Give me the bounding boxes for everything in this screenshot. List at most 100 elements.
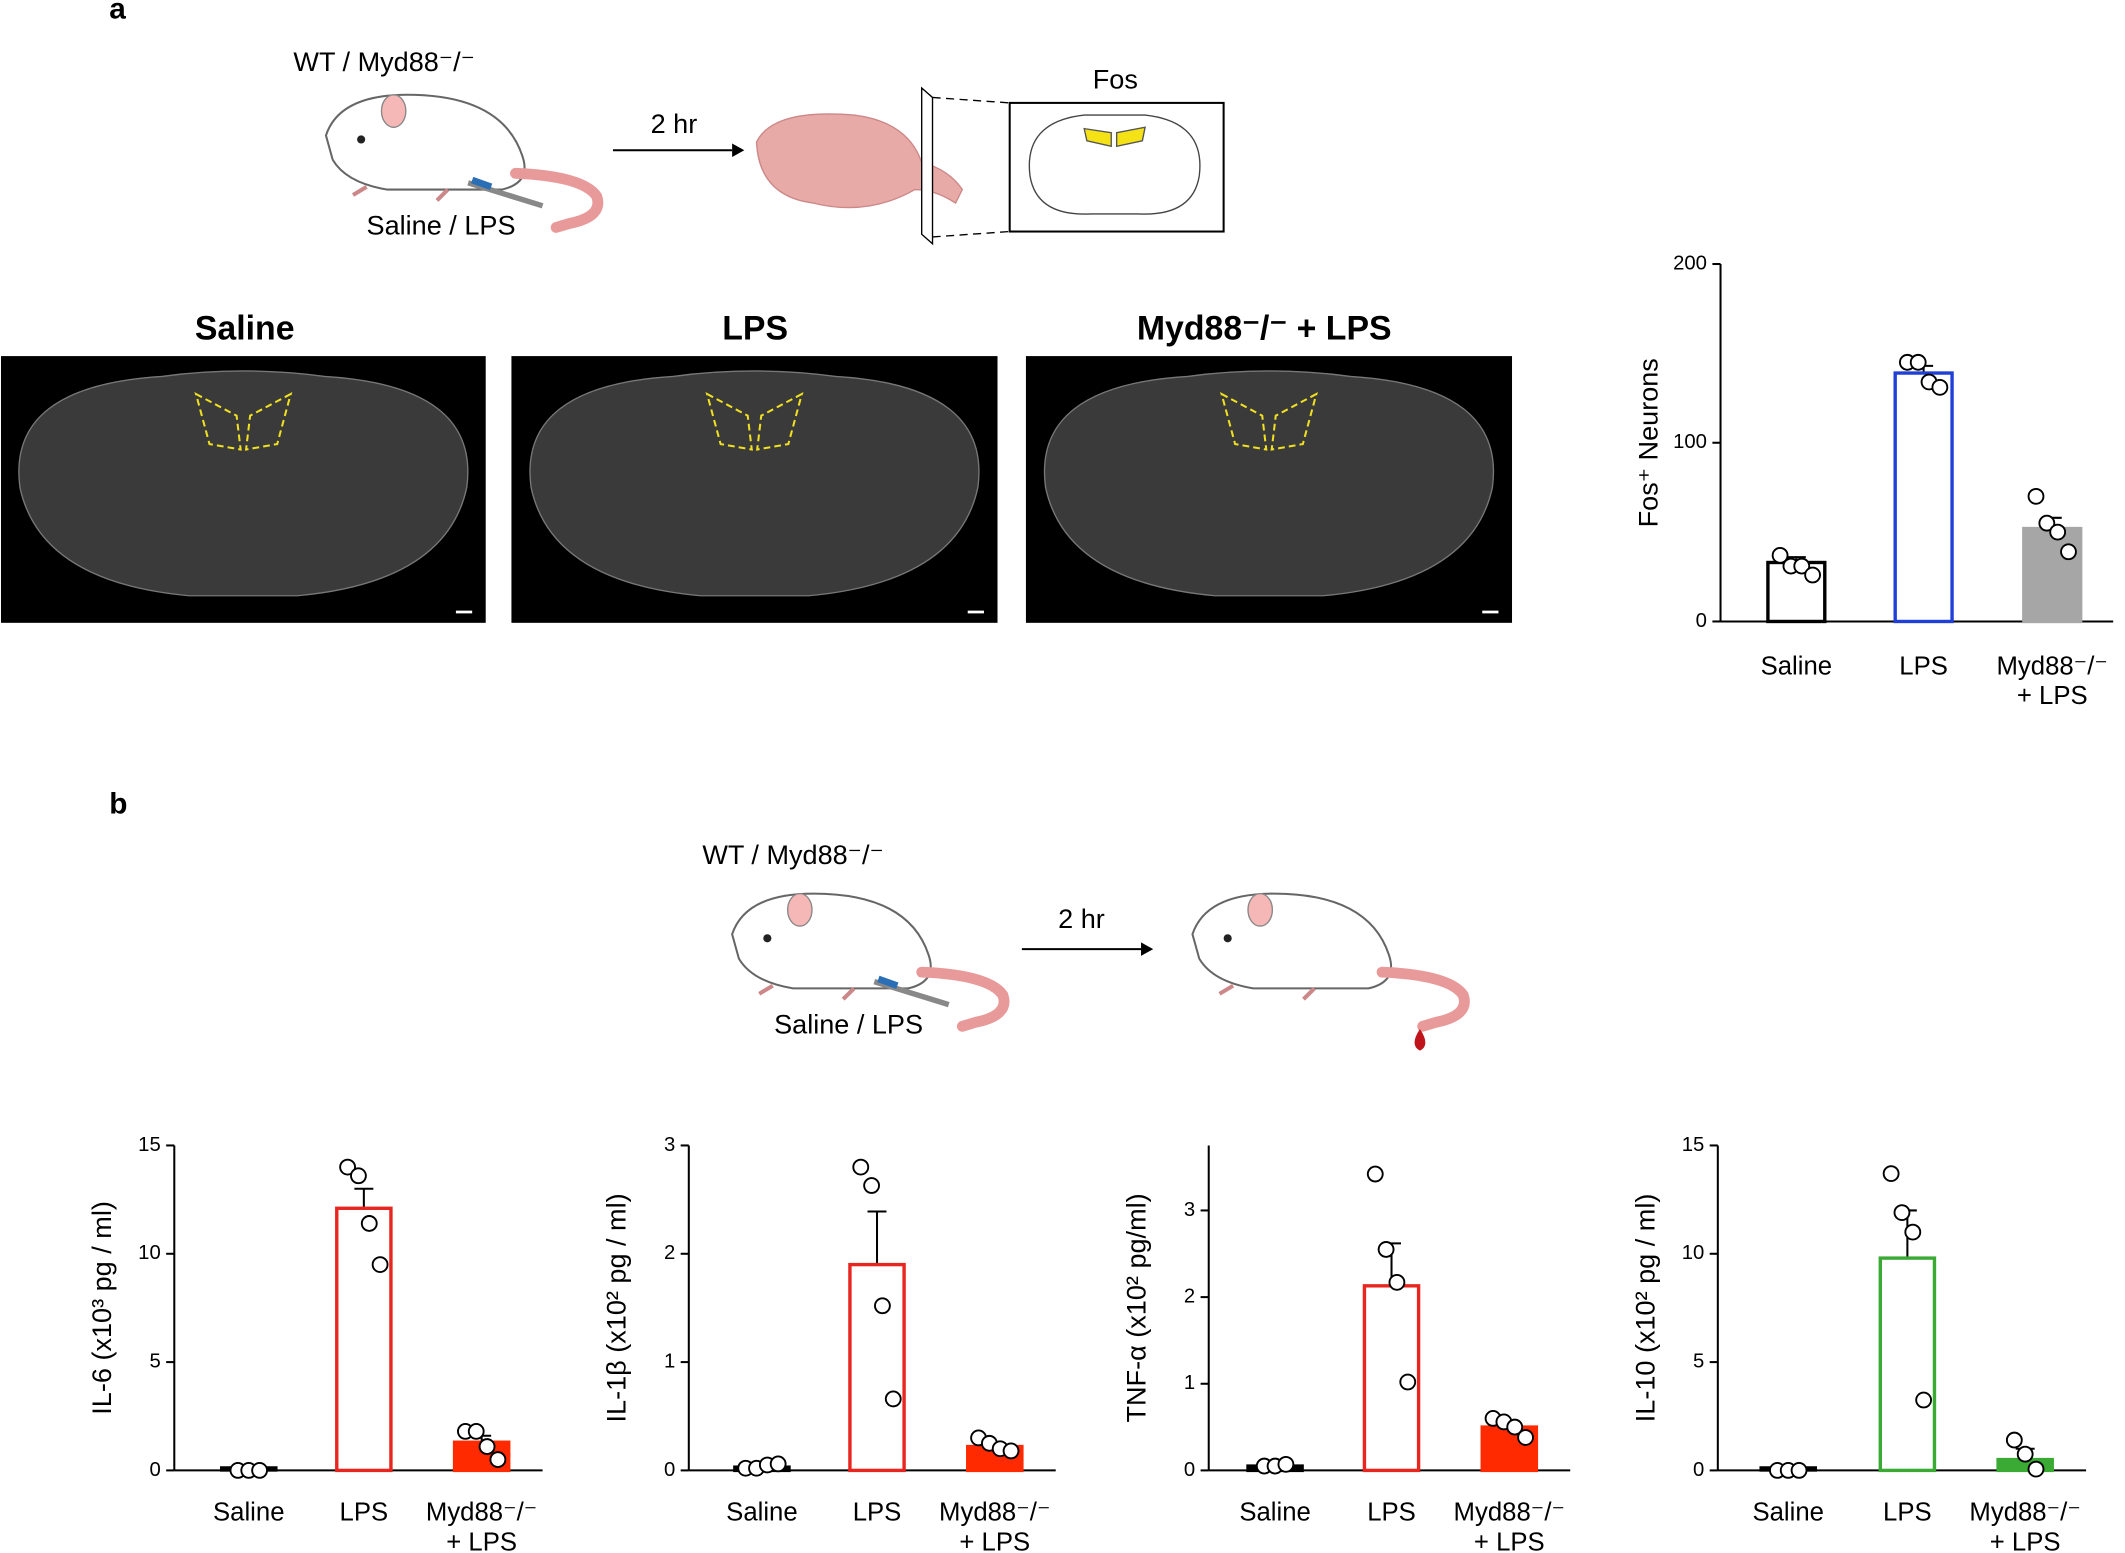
y-tick-label: 15 — [138, 1134, 161, 1156]
section-box — [1008, 101, 1225, 233]
y-tick-label: 0 — [1693, 1459, 1704, 1481]
y-axis-label: IL-6 (x10³ pg / ml) — [86, 1201, 117, 1415]
y-tick-label: 0 — [1696, 610, 1707, 632]
data-point — [769, 1455, 787, 1473]
y-tick-label: 3 — [664, 1134, 675, 1156]
data-point — [1771, 546, 1789, 564]
genotype-label: WT / Myd88⁻/⁻ — [702, 839, 883, 870]
x-tick-label: Myd88⁻/⁻ — [939, 1499, 1050, 1527]
data-point — [1909, 353, 1927, 371]
data-point — [863, 1177, 880, 1194]
x-tick-label: Saline — [213, 1499, 284, 1527]
data-point — [1893, 1204, 1911, 1222]
y-tick-label: 3 — [1184, 1199, 1195, 1221]
zoom-line — [932, 230, 1010, 238]
y-axis-label: Fos⁺ Neurons — [1632, 358, 1663, 527]
brain-section — [18, 370, 469, 597]
y-tick-label: 15 — [1682, 1134, 1705, 1156]
data-point — [1388, 1273, 1406, 1291]
y-tick-label: 0 — [1184, 1459, 1195, 1481]
y-tick-label: 1 — [664, 1350, 675, 1372]
data-point — [884, 1390, 902, 1408]
data-point — [360, 1215, 378, 1232]
x-tick-label: Saline — [1752, 1499, 1823, 1527]
panel-label: a — [109, 0, 126, 26]
data-point — [1915, 1391, 1933, 1409]
mouse-illustration — [326, 95, 598, 228]
y-tick-label: 2 — [664, 1242, 675, 1264]
micrograph-title: LPS — [722, 309, 788, 347]
x-tick-label: + LPS — [1990, 1528, 2061, 1553]
y-tick-label: 2 — [1184, 1285, 1195, 1307]
bar — [2022, 526, 2083, 624]
data-point — [852, 1158, 870, 1176]
data-point — [489, 1451, 507, 1468]
time-label: 2 hr — [1058, 903, 1105, 934]
brain-section — [1043, 370, 1495, 597]
treatment-label: Saline / LPS — [774, 1008, 923, 1039]
data-point — [478, 1438, 496, 1455]
y-tick-label: 0 — [149, 1459, 160, 1481]
syringe-barrel — [471, 176, 493, 191]
y-tick-label: 1 — [1184, 1372, 1195, 1394]
x-tick-label: Myd88⁻/⁻ — [1454, 1499, 1566, 1527]
region-highlight — [1083, 126, 1146, 148]
data-point — [1377, 1241, 1395, 1258]
arrow-head — [1141, 942, 1154, 956]
time-label: 2 hr — [651, 108, 698, 139]
roi-outline — [1219, 392, 1318, 451]
data-point — [2038, 514, 2056, 532]
data-point — [2027, 1460, 2045, 1478]
y-tick-label: 200 — [1673, 252, 1707, 274]
bar — [1893, 371, 1954, 624]
data-point — [1366, 1165, 1384, 1183]
x-tick-label: + LPS — [959, 1528, 1030, 1553]
y-tick-label: 0 — [664, 1459, 675, 1481]
x-tick-label: Saline — [1239, 1499, 1311, 1527]
data-point — [2016, 1445, 2034, 1463]
y-tick-label: 5 — [149, 1350, 160, 1372]
data-point — [1882, 1165, 1900, 1183]
y-axis-label: TNF-α (x10² pg/ml) — [1120, 1193, 1151, 1422]
data-point — [339, 1158, 357, 1176]
brain-section — [529, 370, 980, 597]
y-tick-label: 10 — [138, 1242, 161, 1264]
data-point — [1904, 1223, 1922, 1241]
data-point — [1793, 557, 1811, 575]
data-point — [1517, 1429, 1534, 1446]
brain-illustration — [755, 113, 964, 209]
data-point — [874, 1297, 891, 1315]
blood-drop — [1414, 1029, 1426, 1051]
bar — [335, 1206, 393, 1473]
data-point — [2060, 543, 2077, 561]
data-point — [1931, 378, 1949, 396]
bar — [848, 1262, 906, 1473]
data-point — [251, 1462, 268, 1479]
x-tick-label: + LPS — [2017, 682, 2088, 710]
x-tick-label: Saline — [1761, 652, 1833, 680]
stain-label: Fos — [1093, 63, 1138, 94]
data-point — [371, 1256, 389, 1273]
section-plane — [921, 86, 934, 246]
x-tick-label: Myd88⁻/⁻ — [1996, 652, 2108, 680]
x-tick-label: LPS — [1883, 1499, 1932, 1527]
y-axis-label: IL-10 (x10² pg / ml) — [1630, 1194, 1661, 1423]
x-tick-label: + LPS — [1474, 1528, 1545, 1553]
panel-label: b — [109, 787, 127, 820]
bar — [1878, 1256, 1937, 1473]
data-point — [2049, 523, 2067, 541]
data-point — [2005, 1431, 2023, 1449]
y-tick-label: 10 — [1682, 1242, 1705, 1264]
x-tick-label: LPS — [1367, 1499, 1416, 1527]
zoom-line — [932, 96, 1010, 104]
genotype-label: WT / Myd88⁻/⁻ — [293, 46, 474, 77]
mouse-illustration — [1192, 894, 1464, 1027]
y-tick-label: 5 — [1693, 1350, 1704, 1372]
y-tick-label: 100 — [1673, 431, 1707, 453]
data-point — [1804, 566, 1821, 584]
treatment-label: Saline / LPS — [367, 210, 516, 241]
x-tick-label: + LPS — [446, 1528, 517, 1553]
syringe-barrel — [877, 975, 899, 989]
micrograph-title: Saline — [195, 309, 295, 347]
